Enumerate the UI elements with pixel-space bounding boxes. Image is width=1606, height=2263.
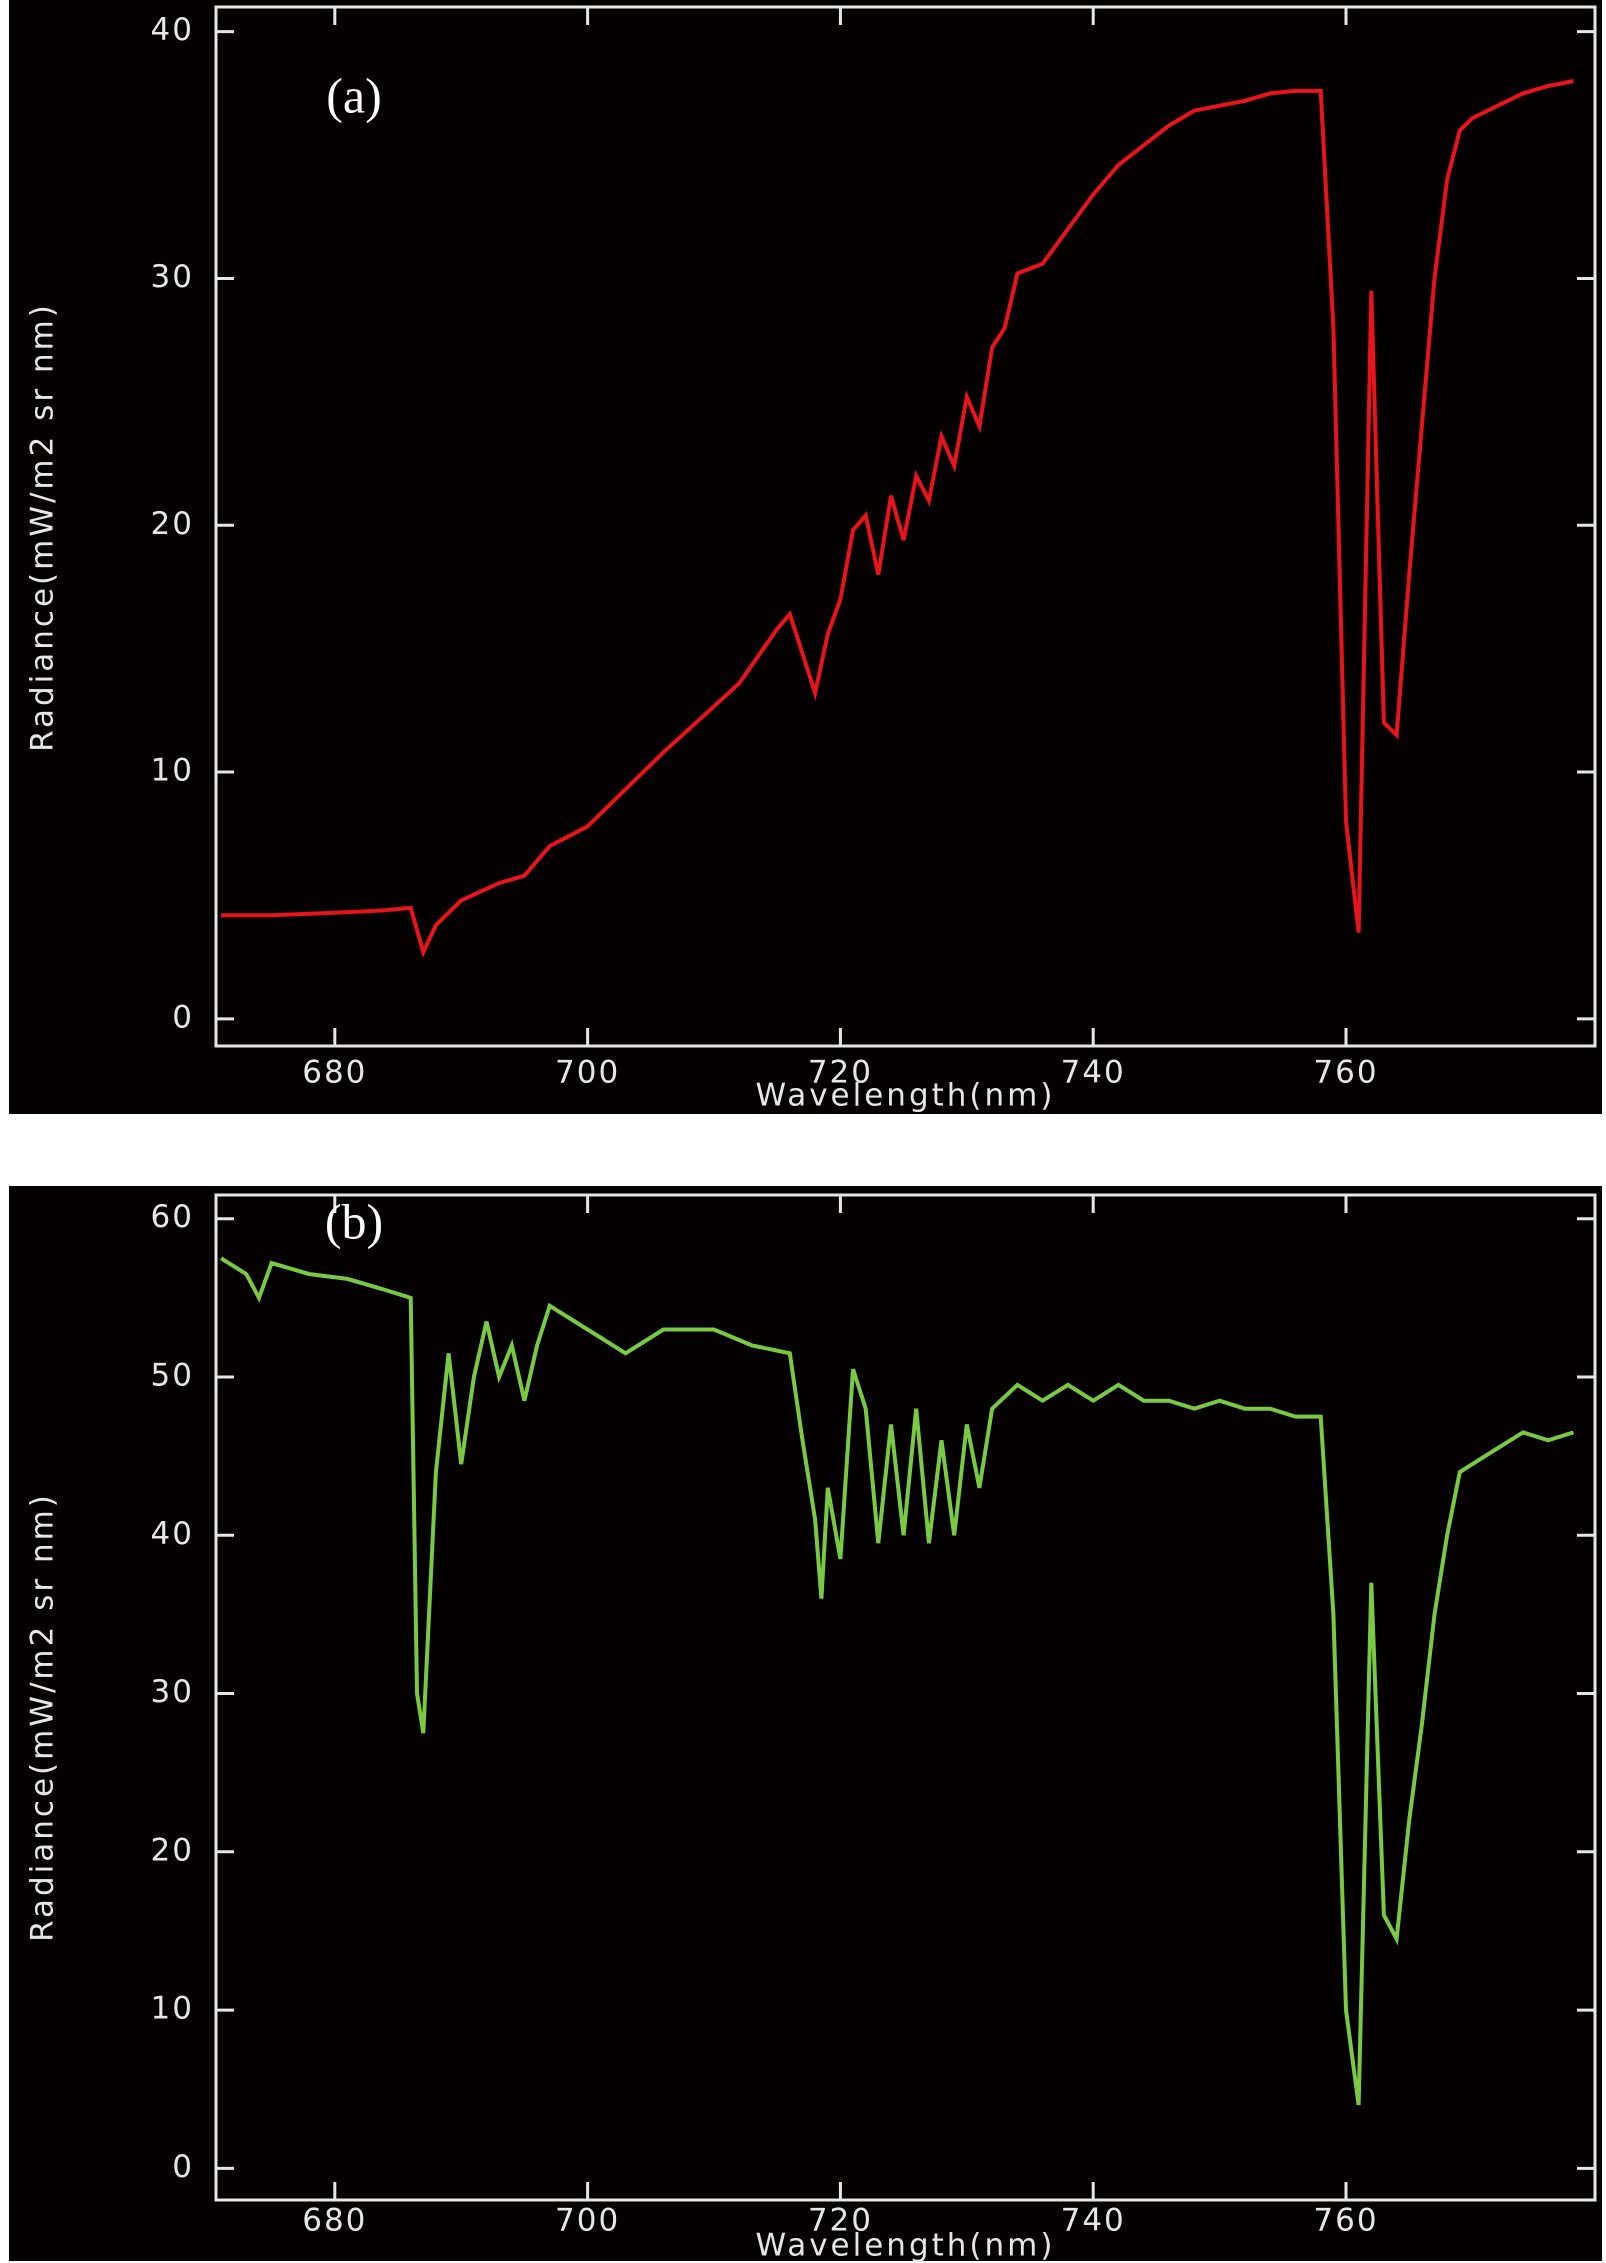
- x-tick-label: 740: [1061, 1055, 1126, 1091]
- x-tick-label: 700: [555, 1055, 620, 1091]
- y-tick-label: 30: [151, 1674, 194, 1710]
- x-tick-label: 760: [1313, 1055, 1378, 1091]
- x-tick-label: 680: [302, 1055, 367, 1091]
- y-tick-label: 20: [151, 1832, 194, 1868]
- data-line: [221, 79, 1574, 958]
- x-tick-label: 680: [302, 2203, 367, 2239]
- x-tick-label: 720: [808, 1055, 873, 1091]
- x-axis-label: Wavelength(nm): [756, 1078, 1056, 1114]
- panel-annotation: (a): [326, 67, 382, 123]
- y-tick-label: 40: [151, 1516, 194, 1552]
- y-tick-label: 0: [172, 2149, 194, 2185]
- y-tick-label: 50: [151, 1358, 194, 1394]
- x-tick-label: 740: [1061, 2203, 1126, 2239]
- x-axis-label: Wavelength(nm): [756, 2228, 1056, 2263]
- x-tick-label: 760: [1313, 2203, 1378, 2239]
- y-tick-label: 60: [151, 1199, 194, 1235]
- plot-frame: [214, 1193, 1597, 2202]
- y-axis-label: Radiance(mW/m2 sr nm): [25, 1492, 61, 1942]
- y-tick-label: 0: [172, 999, 194, 1035]
- x-tick-label: 720: [808, 2203, 873, 2239]
- y-tick-label: 20: [151, 506, 194, 542]
- y-tick-label: 30: [151, 259, 194, 295]
- data-line: [220, 1256, 1575, 2106]
- y-tick-label: 40: [151, 12, 194, 48]
- y-tick-label: 10: [151, 753, 194, 789]
- y-axis-label: Radiance(mW/m2 sr nm): [25, 302, 61, 752]
- y-tick-label: 10: [151, 1991, 194, 2027]
- x-tick-label: 700: [555, 2203, 620, 2239]
- panel-background: [9, 1186, 1602, 2261]
- panel-annotation: (b): [325, 1193, 383, 1249]
- panel-background: [9, 0, 1602, 1114]
